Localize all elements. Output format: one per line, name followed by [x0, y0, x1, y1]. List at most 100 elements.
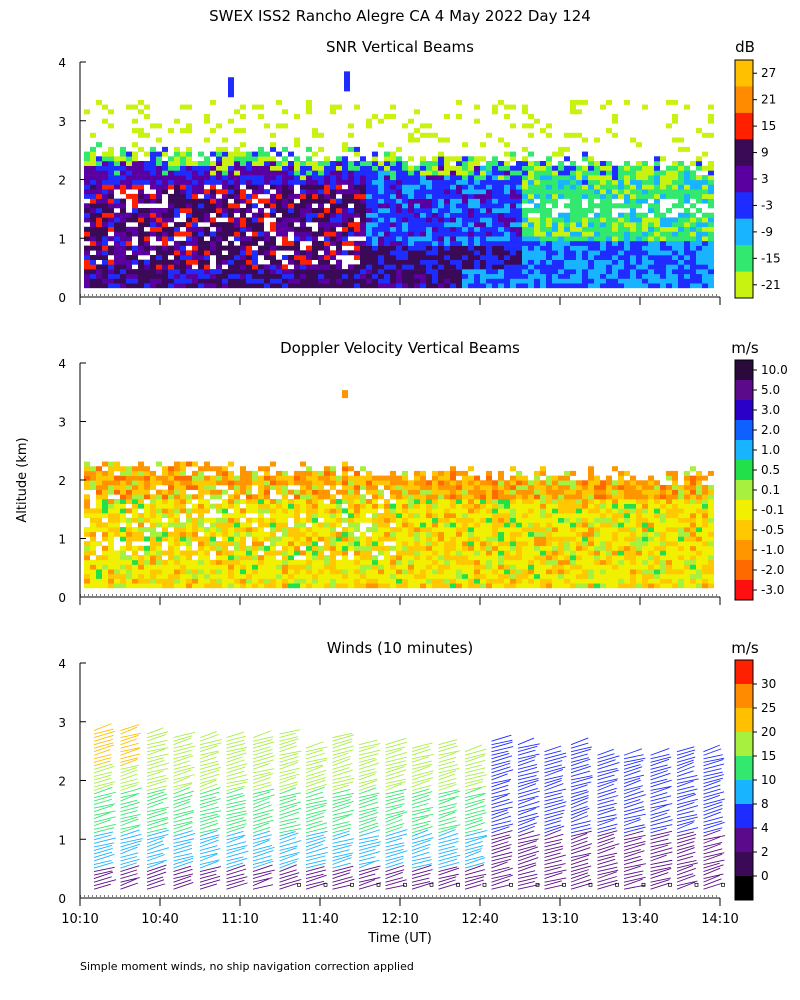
- doppler-cell: [486, 484, 492, 490]
- snr-cell: [654, 245, 660, 251]
- snr-cell: [228, 273, 234, 279]
- snr-cell: [408, 207, 414, 213]
- doppler-cell: [234, 494, 240, 500]
- snr-cell: [612, 193, 618, 199]
- colorbar-swatch: [735, 86, 753, 114]
- doppler-cell: [498, 569, 504, 575]
- snr-cell: [474, 189, 480, 195]
- doppler-cell: [336, 498, 342, 504]
- doppler-cell: [372, 480, 378, 486]
- snr-cell: [606, 273, 612, 279]
- snr-cell: [576, 99, 582, 105]
- snr-cell: [678, 179, 684, 185]
- snr-cell: [150, 222, 156, 228]
- snr-cell: [570, 259, 576, 265]
- snr-cell: [144, 165, 150, 171]
- snr-cell: [270, 179, 276, 185]
- colorbar-label: -21: [761, 278, 781, 292]
- doppler-cell: [318, 573, 324, 579]
- snr-cell: [90, 151, 96, 157]
- snr-cell: [354, 146, 360, 152]
- doppler-cell: [396, 503, 402, 509]
- doppler-cell: [456, 503, 462, 509]
- snr-cell: [702, 151, 708, 157]
- snr-cell: [618, 259, 624, 265]
- snr-cell: [570, 99, 576, 105]
- colorbar-label: 15: [761, 119, 776, 133]
- snr-cell: [594, 236, 600, 242]
- doppler-cell: [330, 508, 336, 514]
- snr-cell: [648, 250, 654, 256]
- doppler-cell: [510, 555, 516, 561]
- doppler-cell: [468, 517, 474, 523]
- snr-cell: [396, 222, 402, 228]
- snr-cell: [660, 175, 666, 181]
- doppler-cell: [240, 564, 246, 570]
- snr-cell: [354, 264, 360, 270]
- doppler-cell: [594, 517, 600, 523]
- doppler-cell: [492, 545, 498, 551]
- snr-cell: [456, 203, 462, 209]
- doppler-cell: [114, 578, 120, 584]
- doppler-cell: [324, 564, 330, 570]
- snr-cell: [186, 259, 192, 265]
- doppler-cell: [186, 545, 192, 551]
- doppler-cell: [90, 527, 96, 533]
- snr-cell: [306, 99, 312, 105]
- snr-cell: [234, 231, 240, 237]
- doppler-cell: [282, 503, 288, 509]
- snr-cell: [648, 175, 654, 181]
- doppler-cell: [198, 545, 204, 551]
- snr-cell: [330, 217, 336, 223]
- snr-cell: [654, 217, 660, 223]
- snr-cell: [210, 217, 216, 223]
- doppler-cell: [264, 522, 270, 528]
- doppler-cell: [516, 475, 522, 481]
- snr-cell: [672, 175, 678, 181]
- doppler-cell: [468, 545, 474, 551]
- snr-cell: [690, 189, 696, 195]
- doppler-cell: [516, 522, 522, 528]
- snr-cell: [216, 250, 222, 256]
- doppler-cell: [354, 541, 360, 547]
- snr-cell: [114, 165, 120, 171]
- snr-cell: [204, 226, 210, 232]
- doppler-cell: [486, 573, 492, 579]
- snr-cell: [702, 217, 708, 223]
- doppler-cell: [216, 508, 222, 514]
- doppler-cell: [168, 522, 174, 528]
- snr-cell: [150, 198, 156, 204]
- snr-cell: [414, 264, 420, 270]
- snr-cell: [462, 269, 468, 275]
- doppler-cell: [342, 489, 348, 495]
- snr-cell: [696, 175, 702, 181]
- snr-cell: [486, 264, 492, 270]
- snr-cell: [450, 254, 456, 260]
- snr-cell: [330, 222, 336, 228]
- snr-cell: [594, 217, 600, 223]
- snr-cell: [636, 212, 642, 218]
- snr-cell: [606, 245, 612, 251]
- doppler-cell: [264, 475, 270, 481]
- doppler-cell: [390, 583, 396, 589]
- snr-cell: [120, 212, 126, 218]
- snr-cell: [360, 156, 366, 162]
- snr-cell: [396, 184, 402, 190]
- snr-cell: [528, 207, 534, 213]
- doppler-cell: [408, 559, 414, 565]
- snr-cell: [414, 240, 420, 246]
- doppler-cell: [420, 494, 426, 500]
- snr-cell: [270, 222, 276, 228]
- snr-cell: [462, 254, 468, 260]
- doppler-cell: [378, 494, 384, 500]
- snr-cell: [162, 160, 168, 166]
- snr-cell: [186, 189, 192, 195]
- snr-cell: [588, 226, 594, 232]
- snr-cell: [696, 198, 702, 204]
- snr-cell: [624, 175, 630, 181]
- snr-cell: [240, 250, 246, 256]
- snr-cell: [300, 278, 306, 284]
- snr-cell: [210, 99, 216, 105]
- snr-cell: [414, 250, 420, 256]
